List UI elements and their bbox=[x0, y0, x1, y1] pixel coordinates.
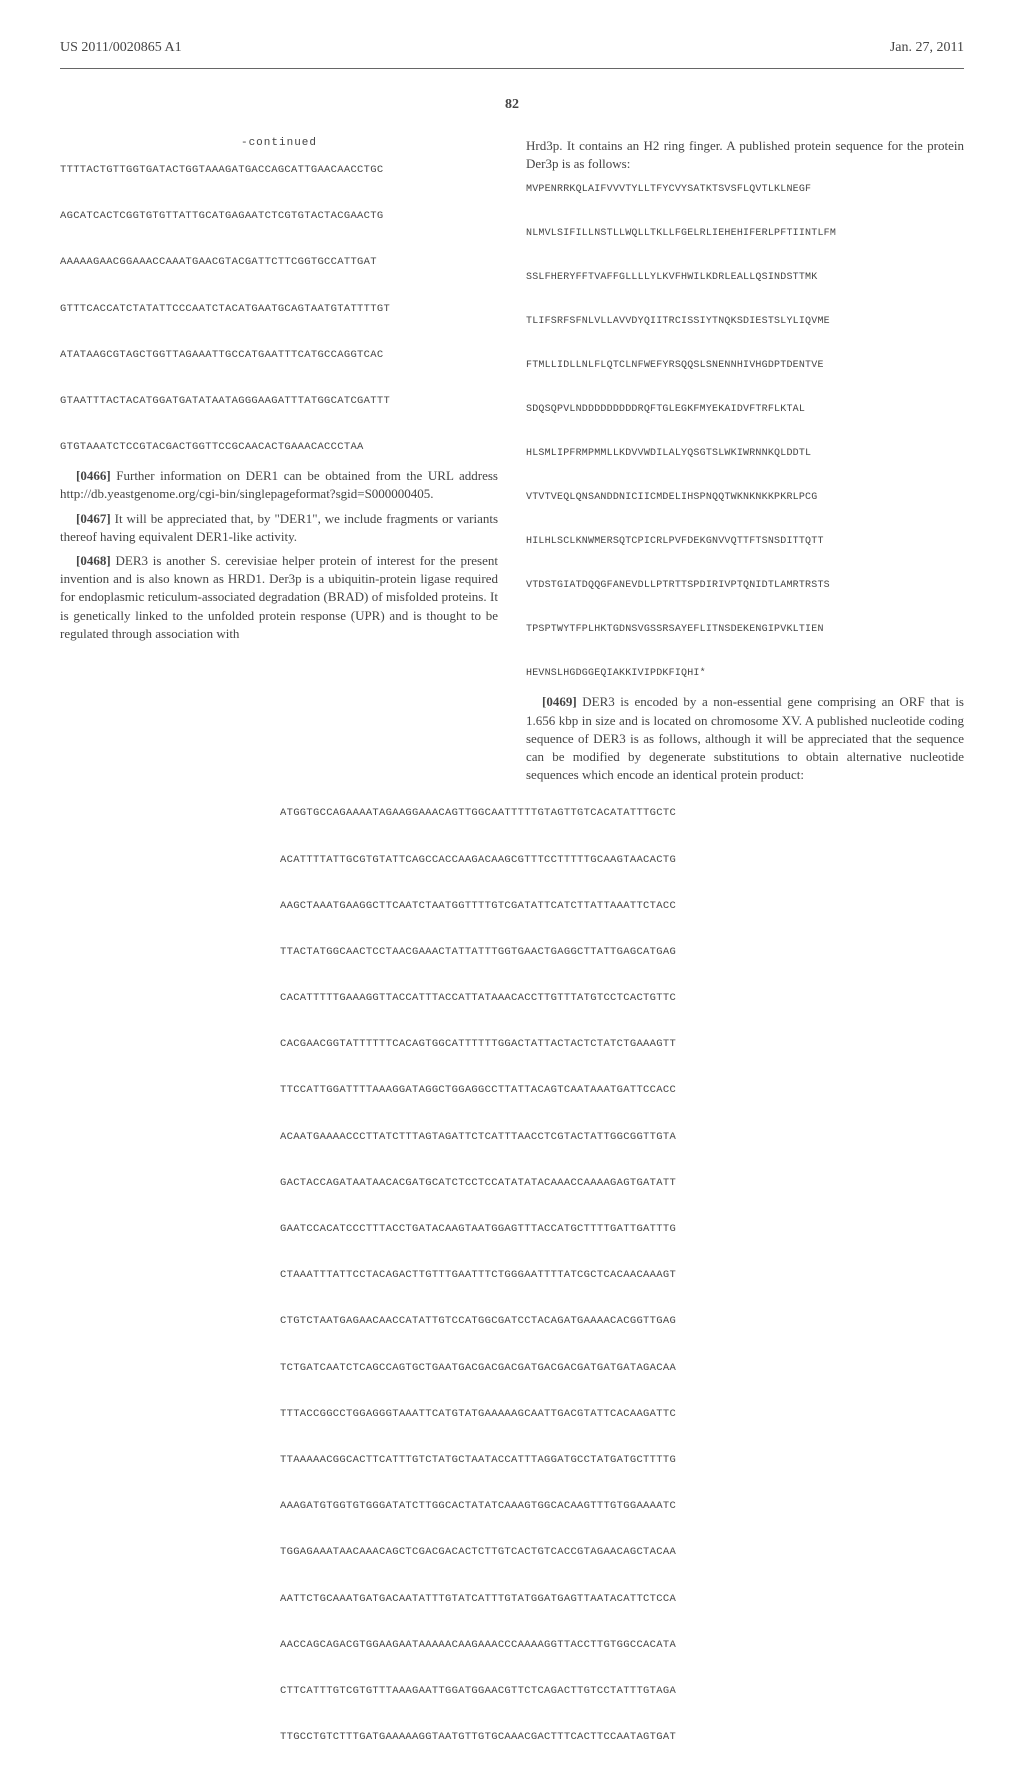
para-text-0466: Further information on DER1 can be obtai… bbox=[60, 468, 498, 501]
paragraph-0468: [0468] DER3 is another S. cerevisiae hel… bbox=[60, 552, 498, 643]
right-intro: Hrd3p. It contains an H2 ring finger. A … bbox=[526, 137, 964, 173]
doc-id: US 2011/0020865 A1 bbox=[60, 40, 182, 56]
para-num-0466: [0466] bbox=[76, 468, 111, 483]
para-text-0467: It will be appreciated that, by "DER1", … bbox=[60, 511, 498, 544]
dna-sequence-bottom: ATGGTGCCAGAAAATAGAAGGAAACAGTTGGCAATTTTTG… bbox=[280, 802, 964, 1749]
para-text-0469: DER3 is encoded by a non-essential gene … bbox=[526, 694, 964, 782]
protein-sequence: MVPENRRKQLAIFVVVTYLLTFYCVYSATKTSVSFLQVTL… bbox=[526, 179, 964, 685]
doc-date: Jan. 27, 2011 bbox=[890, 40, 964, 56]
two-column-layout: -continued TTTTACTGTTGGTGATACTGGTAAAGATG… bbox=[60, 137, 964, 790]
header-divider bbox=[60, 68, 964, 69]
para-num-0468: [0468] bbox=[76, 553, 111, 568]
paragraph-0467: [0467] It will be appreciated that, by "… bbox=[60, 510, 498, 546]
paragraph-0469: [0469] DER3 is encoded by a non-essentia… bbox=[526, 693, 964, 784]
page-number: 82 bbox=[60, 97, 964, 113]
para-text-0468: DER3 is another S. cerevisiae helper pro… bbox=[60, 553, 498, 641]
paragraph-0466: [0466] Further information on DER1 can b… bbox=[60, 467, 498, 503]
dna-sequence-1: TTTTACTGTTGGTGATACTGGTAAAGATGACCAGCATTGA… bbox=[60, 159, 498, 459]
left-column: -continued TTTTACTGTTGGTGATACTGGTAAAGATG… bbox=[60, 137, 498, 790]
para-num-0469: [0469] bbox=[542, 694, 577, 709]
right-column: Hrd3p. It contains an H2 ring finger. A … bbox=[526, 137, 964, 790]
para-num-0467: [0467] bbox=[76, 511, 111, 526]
continued-label: -continued bbox=[60, 137, 498, 149]
